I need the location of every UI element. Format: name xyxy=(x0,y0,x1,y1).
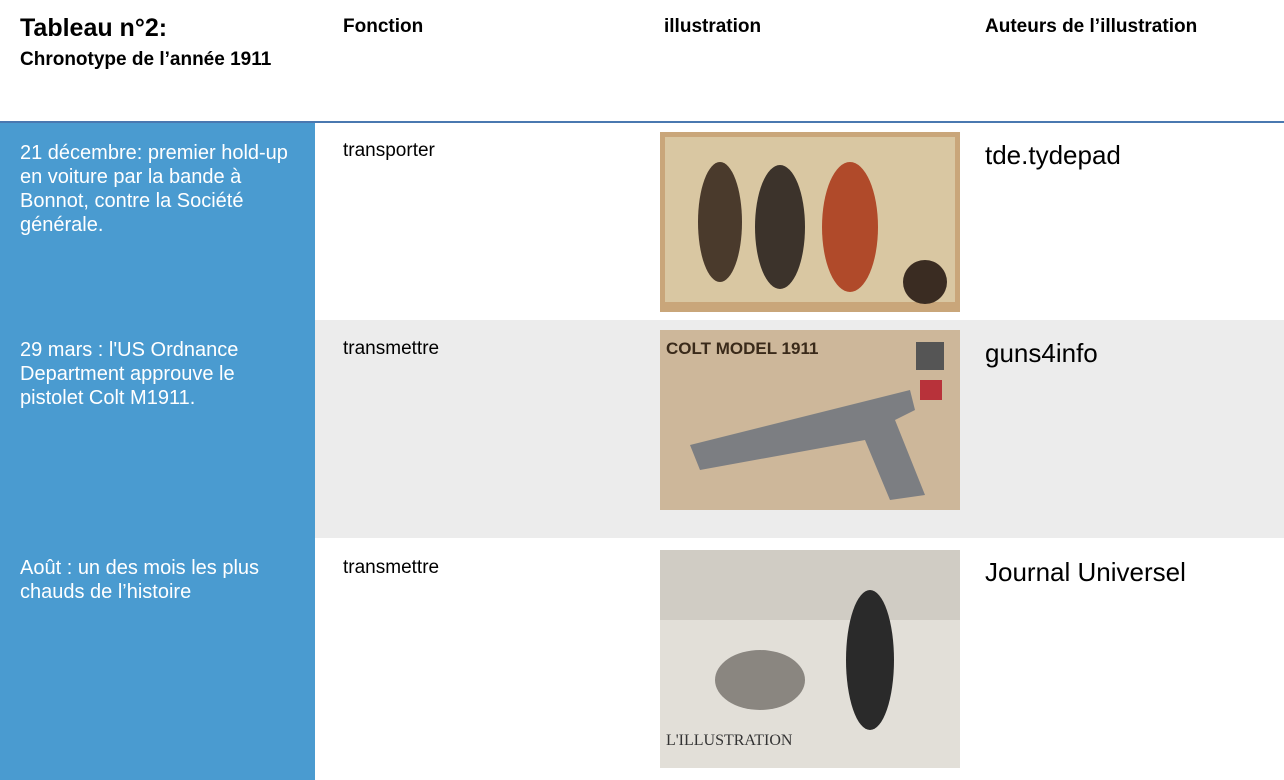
image-caption: COLT MODEL 1911 xyxy=(666,339,818,358)
function-cell: transporter xyxy=(343,140,435,161)
illustration: COLT MODEL 1911 xyxy=(660,330,960,510)
illustration: L'ILLUSTRATION xyxy=(660,550,960,768)
header-rule xyxy=(0,121,1284,123)
function-cell: transmettre xyxy=(343,338,440,359)
author-cell: guns4info xyxy=(985,338,1098,368)
table-subtitle: Chronotype de l’année 1911 xyxy=(20,49,272,70)
illustration xyxy=(660,132,960,312)
event-cell: 21 décembre: premier hold-up en voiture … xyxy=(0,123,315,320)
function-cell: transmettre xyxy=(343,557,440,578)
column-header: illustration xyxy=(664,16,762,37)
event-cell: Août : un des mois les plus chauds de l’… xyxy=(0,538,315,780)
author-cell: tde.tydepad xyxy=(985,140,1121,170)
author-cell: Journal Universel xyxy=(985,557,1186,587)
event-cell: 29 mars : l'US Ordnance Department appro… xyxy=(0,320,315,538)
image-caption: L'ILLUSTRATION xyxy=(666,732,793,749)
column-header: Fonction xyxy=(343,16,424,37)
table-title: Tableau n°2: xyxy=(20,14,168,42)
header-title-block: Tableau n°2: Chronotype de l’année 1911 xyxy=(20,14,310,72)
column-header: Auteurs de l’illustration xyxy=(985,16,1198,37)
